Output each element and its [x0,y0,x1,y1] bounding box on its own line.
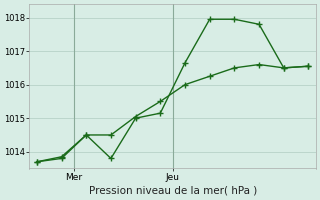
X-axis label: Pression niveau de la mer( hPa ): Pression niveau de la mer( hPa ) [89,186,257,196]
